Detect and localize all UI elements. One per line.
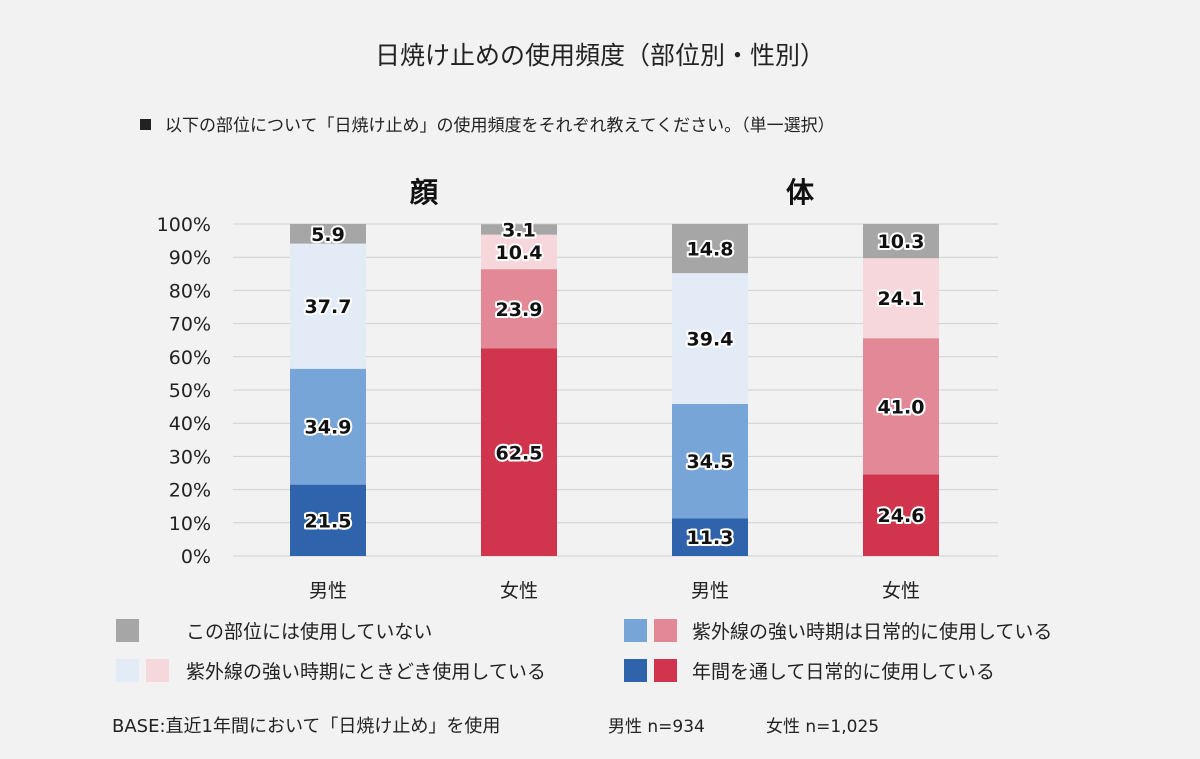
base-note: BASE:直近1年間において「日焼け止め」を使用 [112, 716, 501, 737]
y-tick-label: 50% [169, 380, 211, 402]
legend-label-year-round: 年間を通して日常的に使用している [692, 661, 995, 683]
bar-segment [290, 224, 366, 244]
bar-segment [481, 224, 557, 235]
bars: 21.5 34.9 37.7 5.9 62.5 23.9 10.43.1 11.3 34.5 39… [290, 217, 939, 556]
y-tick-label: 60% [169, 347, 211, 369]
bar-segment [290, 484, 366, 556]
bar-segment [863, 224, 939, 259]
group-label: 体 [786, 176, 815, 209]
group-labels: 顔体 [410, 176, 815, 209]
data-label: 5.9 [311, 224, 345, 246]
x-tick-label: 女性 [882, 580, 920, 602]
bullet-square-icon [140, 119, 151, 130]
bar-segment [863, 474, 939, 556]
y-tick-label: 0% [181, 546, 211, 568]
data-label: 39.4 [687, 329, 734, 351]
legend-swatch-strong-daily-female [654, 619, 677, 642]
data-label: 3.1 [502, 219, 536, 241]
y-tick-label: 90% [169, 247, 211, 269]
x-axis-labels: 男性 女性 男性 女性 [309, 580, 920, 602]
data-label: 34.5 [687, 451, 734, 473]
bar-segment [672, 518, 748, 556]
x-tick-label: 男性 [691, 580, 729, 602]
question-label: 以下の部位について「日焼け止め」の使用頻度をそれぞれ教えてください。（単一選択） [165, 116, 835, 136]
data-label: 23.9 [496, 299, 543, 321]
y-tick-label: 40% [169, 413, 211, 435]
data-label: 34.9 [305, 417, 352, 439]
stacked-bar-chart: 0%10%20%30%40%50%60%70%80%90%100% 顔体 21.… [157, 176, 998, 602]
bar-segment [290, 368, 366, 485]
bar-segment [672, 403, 748, 519]
data-label: 14.8 [687, 239, 734, 261]
y-tick-label: 10% [169, 513, 211, 535]
x-tick-label: 女性 [500, 580, 538, 602]
chart-title: 日焼け止めの使用頻度（部位別・性別） [374, 41, 825, 70]
data-label: 10.3 [878, 231, 925, 253]
legend-swatch-strong-sometimes-female [146, 659, 169, 682]
data-label: 37.7 [305, 296, 352, 318]
legend-swatch-strong-daily-male [624, 619, 647, 642]
legend-label-strong-sometimes: 紫外線の強い時期にときどき使用している [186, 661, 546, 683]
legend-label-strong-daily: 紫外線の強い時期は日常的に使用している [692, 621, 1053, 643]
data-label: 24.6 [878, 505, 925, 527]
bar-segment [481, 234, 557, 270]
data-label: 10.4 [496, 242, 543, 264]
y-tick-label: 80% [169, 280, 211, 302]
legend-label-not-used: この部位には使用していない [186, 621, 433, 643]
bar-segment [672, 273, 748, 404]
group-label: 顔 [410, 176, 439, 209]
data-label: 41.0 [878, 396, 925, 418]
question-text: 以下の部位について「日焼け止め」の使用頻度をそれぞれ教えてください。（単一選択） [140, 111, 835, 136]
data-label: 24.1 [878, 288, 925, 310]
bar-segment [863, 258, 939, 339]
bar-segment [863, 338, 939, 475]
male-sample-size: 男性 n=934 [608, 717, 705, 737]
legend-swatch-year-round-female [654, 659, 677, 682]
x-tick-label: 男性 [309, 580, 347, 602]
bar-segment [481, 269, 557, 349]
bar-segment [290, 243, 366, 369]
data-label: 62.5 [496, 442, 543, 464]
bar-segment [481, 348, 557, 556]
y-tick-label: 20% [169, 480, 211, 502]
bar-segment [672, 224, 748, 274]
y-axis-ticks: 0% 10% 20% 30% 40% 50% 60% 70% 80% 90% 100% [157, 214, 211, 568]
legend-swatch-not-used [116, 619, 139, 642]
legend-swatch-strong-sometimes-male [116, 659, 139, 682]
female-sample-size: 女性 n=1,025 [766, 717, 880, 737]
legend-swatch-year-round-male [624, 659, 647, 682]
y-tick-label: 70% [169, 314, 211, 336]
data-label: 11.3 [687, 527, 734, 549]
y-tick-label: 100% [157, 214, 211, 236]
data-label: 21.5 [305, 510, 352, 532]
y-tick-label: 30% [169, 446, 211, 468]
